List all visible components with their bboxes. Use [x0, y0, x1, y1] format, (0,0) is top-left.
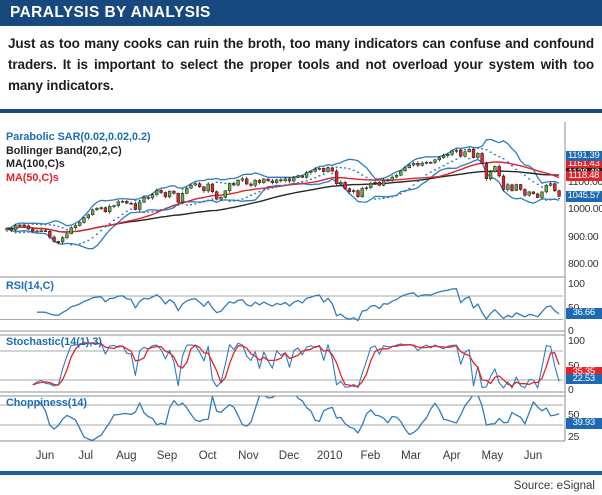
figure-title-bar: PARALYSIS BY ANALYSIS: [0, 0, 602, 26]
intro-text: Just as too many cooks can ruin the brot…: [8, 36, 594, 93]
stoch-axis-label: 50: [568, 359, 580, 372]
ma50-line: [6, 161, 560, 233]
legend-item: MA(50,C)s: [6, 171, 59, 184]
price-axis-label: 800.00: [568, 258, 599, 270]
x-axis-label: Dec: [278, 450, 300, 462]
x-axis-label: Mar: [401, 450, 421, 462]
stoch-axis-label: 100: [568, 335, 585, 347]
stoch-axis-label: 0: [568, 384, 574, 396]
x-axis-label: 2010: [316, 450, 343, 462]
x-axis-label: Jul: [78, 450, 94, 462]
rsi-panel-label: RSI(14,C): [6, 280, 54, 292]
stochastic-d-line: [32, 342, 560, 387]
x-axis-label: Jun: [523, 450, 543, 462]
legend-item: Parabolic SAR(0.02,0.02,0.2): [6, 131, 151, 143]
x-axis-label: Oct: [198, 450, 217, 462]
x-axis-label: Nov: [238, 450, 259, 462]
price-axis-label-badge: 1118.48: [565, 170, 602, 182]
x-axis-label: Feb: [360, 450, 381, 462]
candlestick-series: [5, 147, 561, 245]
bottom-divider-rule: [0, 471, 602, 475]
stoch-axis-label-badge: 35.35: [565, 367, 602, 378]
bollinger-lower-line: [6, 158, 560, 250]
choppiness-line: [36, 396, 560, 441]
stochastic-panel-label: Stochastic(14(1),3): [6, 336, 103, 348]
price-axis-label-badge: 1191.39: [565, 150, 602, 162]
rsi-axis-label: 0: [568, 325, 574, 337]
rsi-line: [36, 288, 560, 322]
bollinger-upper-line: [6, 138, 560, 229]
legend-item: MA(100,C)s: [6, 158, 65, 171]
rsi-axis-label: 100: [568, 278, 585, 290]
chop-axis-label: 50: [568, 409, 580, 421]
parabolic-sar-series: [10, 147, 561, 246]
x-axis-label: May: [481, 450, 504, 462]
x-axis-label: Jun: [35, 450, 55, 462]
legend-item: Bollinger Band(20,2,C): [6, 144, 122, 157]
price-axis-label: 900.00: [568, 230, 599, 243]
chop-axis-label-badge: 39.93: [565, 418, 602, 429]
rsi-axis-label: 50: [568, 302, 579, 314]
figure-title: PARALYSIS BY ANALYSIS: [10, 4, 211, 21]
stoch-axis-label-badge: 22.53: [565, 373, 602, 384]
rsi-axis-label-badge: 36.66: [565, 308, 602, 319]
choppiness-panel-label: Choppiness(14): [6, 397, 87, 409]
price-axis-label-badge: 1045.57: [565, 190, 602, 202]
price-axis-label-badge: 1161.43: [565, 159, 602, 170]
price-axis-label: 1000.00: [568, 203, 602, 215]
stochastic-k-line: [32, 341, 560, 389]
top-divider-rule: [0, 109, 602, 113]
x-axis-label: Apr: [442, 450, 461, 462]
x-axis-label: Sep: [156, 450, 178, 462]
source-credit: Source: eSignal: [513, 480, 595, 492]
chop-axis-label: 25: [568, 430, 580, 443]
ma100-line: [6, 170, 560, 233]
x-axis-label: Aug: [116, 450, 137, 462]
